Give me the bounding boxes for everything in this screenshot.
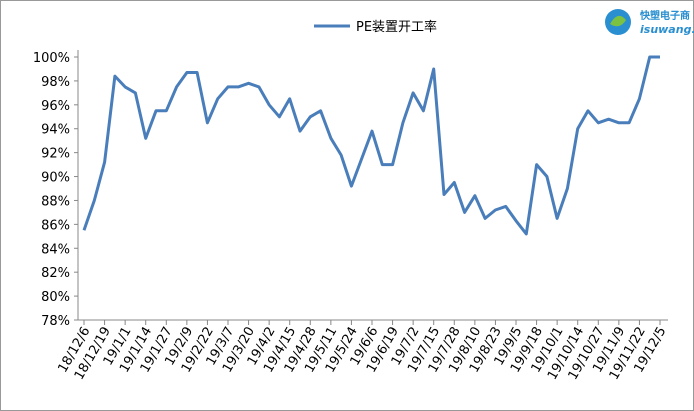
y-tick-label: 96%: [41, 99, 70, 114]
y-tick-label: 82%: [41, 266, 70, 281]
y-tick-label: 98%: [41, 75, 70, 90]
logo-url: isuwang.co: [640, 23, 694, 36]
legend-label: PE装置开工率: [356, 19, 437, 35]
y-tick-label: 86%: [41, 218, 70, 233]
y-tick-label: 78%: [41, 314, 70, 329]
series-line: [82, 55, 660, 236]
logo-leaf: [610, 15, 626, 27]
y-tick-label: 100%: [33, 51, 70, 66]
y-tick-label: 92%: [41, 147, 70, 162]
y-tick-label: 88%: [41, 194, 70, 209]
logo-name: 快塑电子商: [639, 9, 690, 22]
logo: 快塑电子商 isuwang.co: [605, 9, 694, 36]
y-tick-label: 80%: [41, 290, 70, 305]
y-tick-label: 84%: [41, 242, 70, 257]
y-tick-label: 90%: [41, 171, 70, 186]
y-tick-label: 94%: [41, 123, 70, 138]
